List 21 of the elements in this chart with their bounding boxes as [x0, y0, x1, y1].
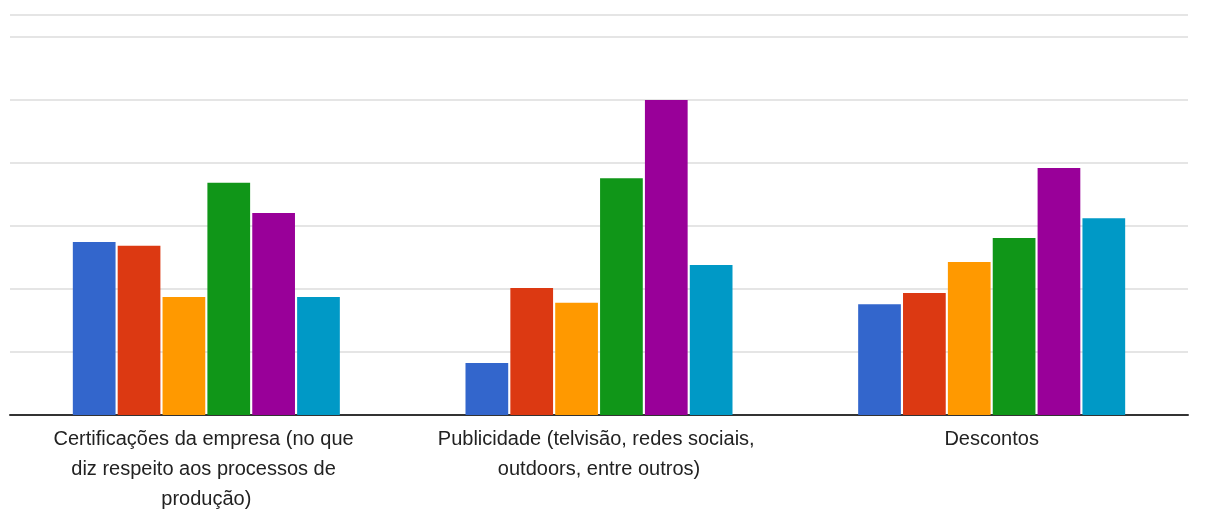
- x-tick-label: Certificações da empresa (no que diz respeito aos processos de produção): [53, 427, 360, 509]
- bar: [297, 296, 340, 415]
- bar: [1082, 218, 1126, 415]
- bar: [600, 178, 643, 415]
- bar: [689, 265, 733, 415]
- bar: [162, 296, 206, 415]
- bar: [555, 302, 598, 415]
- bar: [252, 213, 295, 415]
- bar: [644, 100, 688, 415]
- bar: [510, 288, 554, 415]
- bar: [1037, 168, 1081, 415]
- bar: [465, 363, 509, 415]
- x-tick-label: Descontos: [944, 427, 1039, 449]
- x-tick-label: Publicidade (telvisão, redes sociais, outdoors, entre outros): [437, 427, 761, 479]
- bar: [992, 237, 1036, 415]
- bar: [947, 261, 991, 415]
- bar: [903, 293, 946, 415]
- bar: [858, 304, 901, 415]
- bar: [207, 182, 251, 415]
- bar: [117, 245, 161, 415]
- bar: [72, 242, 116, 415]
